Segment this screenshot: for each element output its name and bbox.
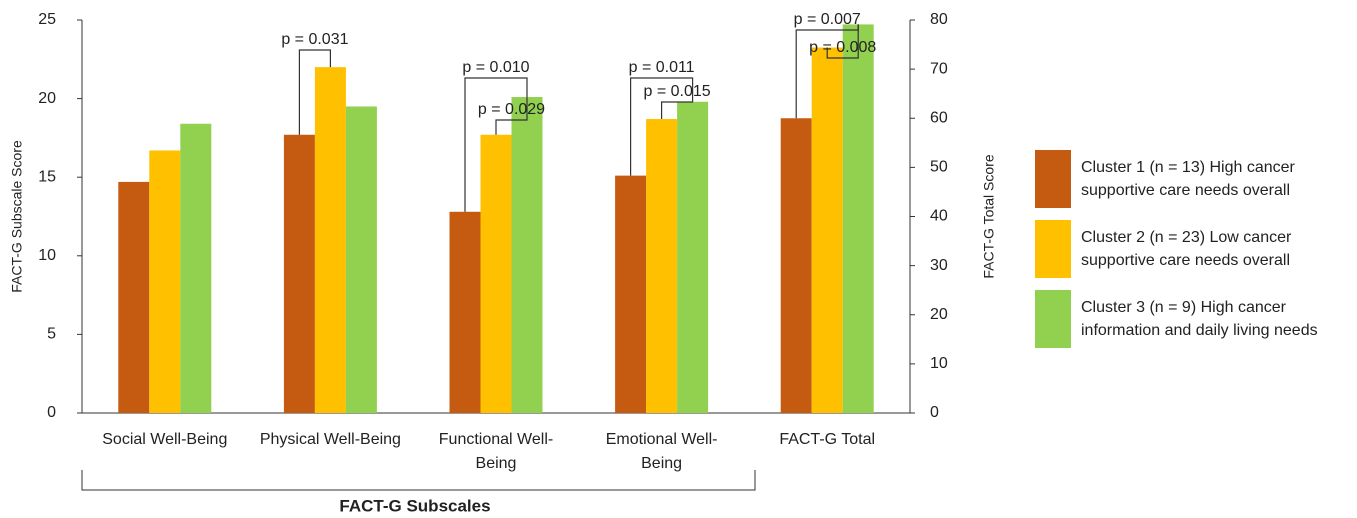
subscales-brace <box>81 470 756 491</box>
y2-tick-label: 70 <box>930 60 948 77</box>
y2-axis-label: FACT-G Total Score <box>981 154 997 278</box>
x-tick-label: Physical Well-Being <box>259 431 401 448</box>
bar <box>345 106 377 414</box>
y2-tick-label: 60 <box>930 109 948 126</box>
legend: Cluster 1 (n = 13) High cancer supportiv… <box>1035 150 1345 360</box>
bar <box>118 181 150 413</box>
bar <box>149 150 181 413</box>
bar <box>811 47 843 413</box>
bar <box>646 119 678 413</box>
legend-swatch <box>1035 220 1071 278</box>
annotation: p = 0.015 <box>644 83 711 100</box>
bar <box>842 24 874 413</box>
x-tick-label: Functional Well-Being <box>438 431 554 472</box>
bar <box>780 118 812 413</box>
significance-bracket <box>826 24 859 59</box>
y2-tick-label: 40 <box>930 208 948 225</box>
legend-label: Cluster 3 (n = 9) High cancer informatio… <box>1081 299 1318 339</box>
y2-tick-label: 80 <box>930 11 948 28</box>
x-tick-label: FACT-G Total <box>779 431 876 448</box>
y-tick-label: 0 <box>47 404 56 421</box>
y-tick-label: 5 <box>47 326 56 343</box>
y2-tick-label: 0 <box>930 404 939 421</box>
bar <box>511 97 543 413</box>
y-tick-label: 10 <box>38 247 56 264</box>
legend-label: Cluster 1 (n = 13) High cancer supportiv… <box>1081 159 1295 199</box>
y2-tick-label: 10 <box>930 355 948 372</box>
y-tick-label: 25 <box>38 11 56 28</box>
bar <box>283 134 315 414</box>
significance-bracket <box>661 101 694 120</box>
bar <box>480 134 512 414</box>
y-tick-label: 20 <box>38 90 56 107</box>
legend-swatch <box>1035 150 1071 208</box>
annotation: p = 0.010 <box>462 59 529 76</box>
bar <box>314 67 346 413</box>
annotation: p = 0.008 <box>809 39 876 56</box>
y-axis-label: FACT-G Subscale Score <box>9 140 25 293</box>
legend-label: Cluster 2 (n = 23) Low cancer supportive… <box>1081 229 1292 269</box>
bar <box>677 101 709 413</box>
y2-tick-label: 50 <box>930 159 948 176</box>
y-tick-label: 15 <box>38 168 56 185</box>
x-axis-label: FACT-G Subscales <box>339 496 490 515</box>
annotation: p = 0.031 <box>281 31 348 48</box>
significance-bracket <box>298 49 331 135</box>
legend-item: Cluster 2 (n = 23) Low cancer supportive… <box>1035 220 1345 278</box>
annotation: p = 0.029 <box>478 101 545 118</box>
x-tick-label: Emotional Well-Being <box>605 431 718 472</box>
legend-item: Cluster 3 (n = 9) High cancer informatio… <box>1035 290 1345 348</box>
annotation: p = 0.011 <box>629 59 695 76</box>
legend-item: Cluster 1 (n = 13) High cancer supportiv… <box>1035 150 1345 208</box>
bar <box>615 175 647 413</box>
significance-bracket <box>630 77 694 176</box>
significance-bracket <box>495 97 528 135</box>
y2-tick-label: 20 <box>930 306 948 323</box>
annotation: p = 0.007 <box>794 11 861 28</box>
legend-swatch <box>1035 290 1071 348</box>
x-tick-label: Social Well-Being <box>102 431 228 448</box>
bar <box>449 211 481 413</box>
significance-bracket <box>464 77 528 212</box>
y2-tick-label: 30 <box>930 257 948 274</box>
bar <box>180 123 212 413</box>
